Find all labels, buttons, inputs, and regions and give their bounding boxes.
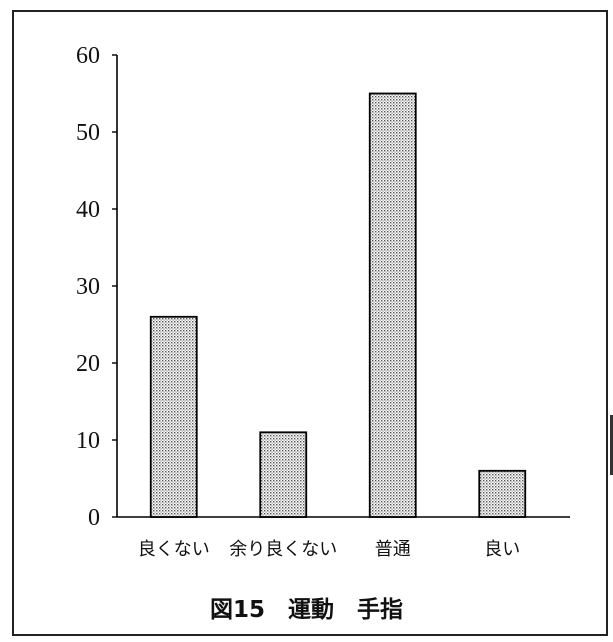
bar (478, 469, 527, 518)
x-category-labels: 良くない 余り良くない 普通 良い (138, 539, 521, 560)
y-tick-label: 60 (76, 43, 100, 69)
figure-frame (12, 10, 608, 636)
bar (368, 92, 417, 518)
y-tick-label: 30 (76, 274, 100, 300)
y-tick-label: 40 (76, 197, 100, 223)
edge-mark (610, 415, 613, 475)
y-tick-label: 10 (76, 428, 100, 454)
figure-caption: 図15 運動 手指 (209, 597, 403, 623)
bar (149, 315, 198, 518)
bars (149, 92, 527, 518)
x-category-label: 普通 (375, 539, 411, 560)
y-tick-label: 50 (76, 120, 100, 146)
y-tick-label: 0 (88, 505, 100, 531)
x-category-label: 余り良くない (229, 539, 337, 560)
y-tick-labels: 0 10 20 30 40 50 60 (76, 43, 100, 531)
x-category-label: 良い (484, 539, 520, 560)
y-tick-label: 20 (76, 351, 100, 377)
x-category-label: 良くない (138, 539, 210, 560)
bar (259, 431, 308, 518)
bar-chart: 0 10 20 30 40 50 60 良くない 余り良くない 普通 良い (76, 43, 570, 560)
